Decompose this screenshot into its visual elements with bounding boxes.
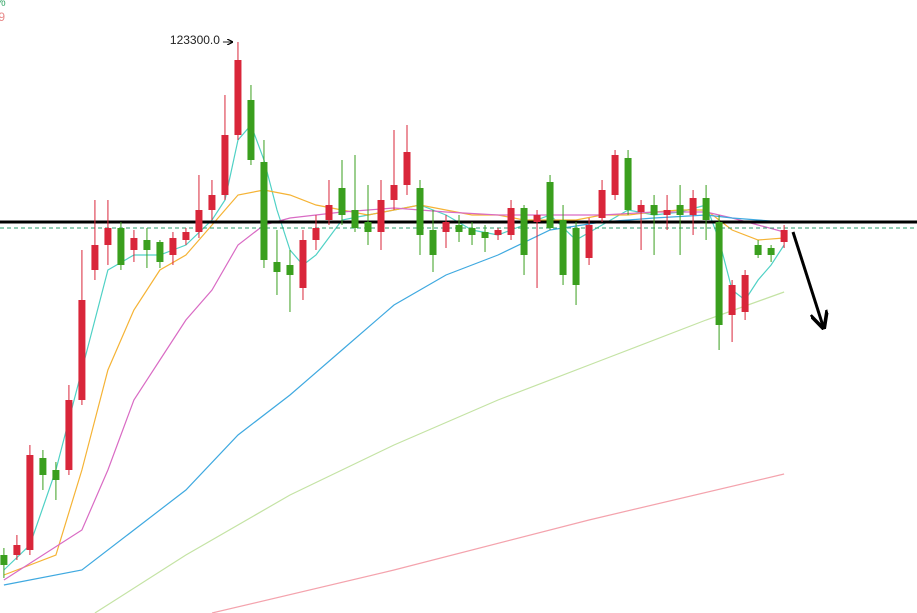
candle-body [195,210,203,232]
candle-body [65,400,73,470]
ma-line [94,291,785,613]
candle-body [468,228,476,235]
candle-body [260,162,268,260]
annotations: 123300.0%.9 [0,0,232,47]
candle-body [533,215,541,222]
candle-body [715,222,723,325]
candle-body [598,190,606,218]
candle-body [182,232,190,240]
candle-body [754,245,762,255]
candle-body [39,458,47,475]
ma-line [3,214,785,586]
candle-body [221,135,229,195]
candle-body [559,220,567,275]
candle-body [390,185,398,200]
candle-body [52,470,60,480]
candle-body [0,555,8,565]
candle-body [234,60,242,135]
candle-body [403,152,411,185]
candle-body [169,238,177,255]
candle-body [650,205,658,215]
candle-body [702,198,710,220]
candle-body [351,210,359,228]
trend-arrow [791,231,823,326]
candle-body [286,265,294,275]
candle-body [312,228,320,240]
candle-body [572,228,580,285]
candle-body [143,240,151,250]
candle-body [611,155,619,195]
corner-label: % [0,0,6,9]
candle-body [442,222,450,232]
candle-body [156,242,164,262]
candle-body [689,198,697,215]
candle-body [416,188,424,235]
candle-body [299,240,307,288]
candle-body [624,158,632,210]
candle-body [117,228,125,265]
candle-body [130,238,138,250]
candle-body [208,195,216,210]
candle-body [338,188,346,215]
candle-body [507,208,515,235]
candle-body [364,222,372,232]
candle-body [637,205,645,212]
candle-body [377,200,385,232]
candle-body [481,232,489,238]
corner-label: .9 [0,10,5,24]
candle-body [728,285,736,315]
ma-line [3,189,785,576]
candle-body [273,262,281,272]
candles [0,42,788,578]
candle-body [325,205,333,220]
annotation-label: 123300.0 [170,33,220,47]
candle-body [663,210,671,215]
candle-body [520,208,528,255]
candle-body [247,100,255,160]
candle-body [585,225,593,258]
candle-body [676,205,684,215]
candle-body [780,230,788,242]
candle-body [91,245,99,270]
candle-body [78,300,86,400]
candle-body [13,545,21,555]
candle-body [741,275,749,312]
candle-body [104,228,112,245]
candle-body [429,230,437,255]
candle-body [767,248,775,255]
candle-body [494,230,502,235]
candle-body [455,225,463,232]
candle-body [26,455,34,550]
ma-line [211,473,785,613]
candle-body [546,182,554,228]
